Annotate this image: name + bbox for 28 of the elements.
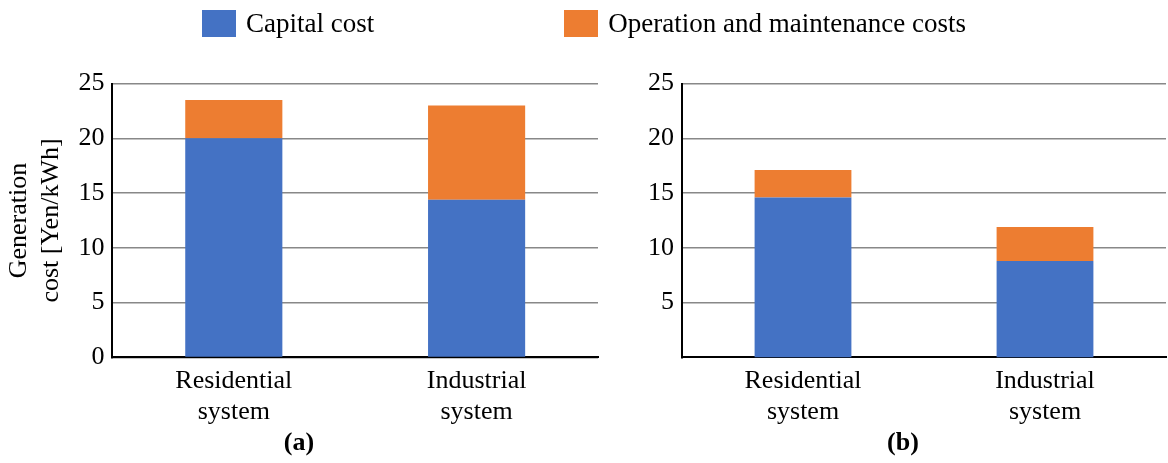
y-tick-label: 15: [78, 176, 105, 206]
y-tick-label: 20: [78, 122, 105, 152]
legend-label: Capital cost: [246, 8, 375, 39]
bar: [996, 227, 1094, 262]
y-tick-label: 10: [648, 231, 674, 261]
text: (a): [283, 427, 315, 457]
text: (b): [887, 427, 919, 457]
y-tick-label: 25: [648, 67, 674, 97]
x-tick-label: Industrial system: [426, 364, 527, 426]
y-tick-label: 15: [648, 176, 674, 206]
bar: [754, 170, 852, 198]
bar: [754, 197, 852, 358]
y-tick-label: 0: [91, 341, 105, 371]
legend-label: Operation and maintenance costs: [608, 8, 966, 39]
x-tick-label: Residential system: [175, 364, 293, 426]
x-tick-label: Residential system: [744, 364, 862, 426]
bar: [428, 105, 526, 200]
bar: [185, 100, 283, 139]
bar: [428, 199, 526, 357]
y-tick-label: 25: [78, 67, 105, 97]
y-axis-title: Generation cost [Yen/kWh]: [3, 138, 64, 303]
x-tick-label: Industrial system: [995, 364, 1095, 426]
y-tick-label: 10: [78, 231, 105, 261]
bar: [185, 138, 283, 357]
y-tick-label: 20: [648, 122, 674, 152]
bar: [996, 261, 1094, 358]
y-tick-label: 5: [91, 286, 105, 316]
y-tick-label: 5: [661, 286, 674, 316]
